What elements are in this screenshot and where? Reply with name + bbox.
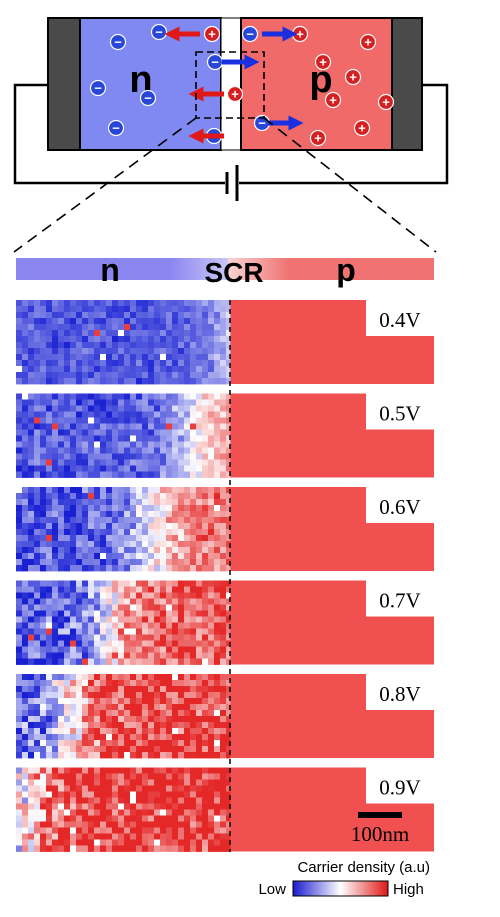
voltage-label-box (366, 580, 435, 617)
electron-icon: − (150, 23, 168, 41)
scale-bar-label: 100nm (351, 822, 409, 846)
zoom-region-box (195, 51, 265, 119)
svg-text:−: − (155, 25, 163, 40)
right-contact (391, 17, 423, 151)
circuit-wire (13, 83, 449, 185)
header-p-bar (228, 258, 434, 280)
p-region-label: p (309, 59, 332, 101)
hole-icon: + (291, 25, 309, 43)
density-map-panel: 0.7V (16, 580, 435, 665)
zoom-line-left (13, 117, 197, 253)
svg-text:−: − (114, 35, 122, 50)
svg-text:−: − (258, 116, 266, 131)
voltage-label: 0.9V (379, 776, 420, 800)
voltage-label-box (366, 393, 435, 430)
scale-bar-line (358, 812, 402, 818)
device-schematic: n p −−−−−−−−− ++++++++++ (13, 17, 449, 201)
voltage-label: 0.6V (379, 495, 420, 519)
colorbar-low-label: Low (258, 881, 286, 898)
electron-icon: − (107, 119, 125, 137)
electron-icon: − (241, 25, 259, 43)
svg-text:−: − (246, 27, 254, 42)
density-map-panel: 0.4V (16, 300, 435, 385)
header-scr-label: SCR (204, 257, 263, 288)
voltage-label: 0.4V (379, 308, 420, 332)
voltage-label-box (366, 487, 435, 523)
svg-text:+: + (349, 70, 357, 85)
hole-icon: + (309, 129, 327, 147)
voltage-label: 0.5V (379, 402, 420, 426)
electron-icon: − (206, 53, 224, 71)
density-map-panel: 0.8V (16, 674, 435, 759)
colorbar: Carrier density (a.u) Low High (258, 859, 430, 898)
density-map-panel: 0.9V (16, 767, 435, 852)
carrier-density-panels: 0.4V 0.5V 0.6V 0.7V 0.8V 0.9V (16, 300, 435, 852)
electron-icon: − (89, 79, 107, 97)
voltage-label-box (366, 767, 435, 804)
hole-icon: + (226, 85, 244, 103)
region-header-bar: n SCR p (16, 252, 434, 288)
svg-text:−: − (112, 121, 120, 136)
hole-icon: + (353, 119, 371, 137)
svg-text:+: + (382, 95, 390, 110)
hole-icon: + (344, 68, 362, 86)
voltage-label-box (366, 300, 435, 336)
scale-bar: 100nm (351, 812, 409, 846)
voltage-label: 0.8V (379, 682, 420, 706)
header-p-label: p (336, 252, 356, 288)
header-n-bar (16, 258, 228, 280)
electron-icon: − (109, 33, 127, 51)
header-n-label: n (100, 252, 120, 288)
colorbar-gradient (292, 880, 389, 897)
hole-icon: + (314, 53, 332, 71)
density-map-panel: 0.6V (16, 487, 435, 572)
svg-text:+: + (364, 35, 372, 50)
electron-icon: − (139, 89, 157, 107)
svg-text:−: − (94, 81, 102, 96)
voltage-label: 0.7V (379, 589, 420, 613)
svg-text:+: + (314, 131, 322, 146)
svg-text:+: + (319, 55, 327, 70)
zoom-line-right (263, 117, 437, 253)
depletion-gap (220, 17, 242, 151)
svg-text:−: − (211, 55, 219, 70)
left-contact (47, 17, 81, 151)
svg-text:−: − (144, 91, 152, 106)
svg-text:+: + (329, 93, 337, 108)
svg-text:+: + (296, 27, 304, 42)
svg-text:+: + (208, 27, 216, 42)
svg-text:+: + (358, 121, 366, 136)
hole-group: + + + + + + + + + + (203, 25, 395, 147)
density-map-panel: 0.5V (16, 393, 435, 478)
hole-icon: + (359, 33, 377, 51)
hole-icon: + (324, 91, 342, 109)
voltage-label-box (366, 674, 435, 710)
hole-icon: + (377, 93, 395, 111)
svg-text:+: + (231, 87, 239, 102)
colorbar-title: Carrier density (a.u) (297, 859, 430, 876)
hole-icon: + (203, 25, 221, 43)
colorbar-high-label: High (393, 881, 424, 898)
